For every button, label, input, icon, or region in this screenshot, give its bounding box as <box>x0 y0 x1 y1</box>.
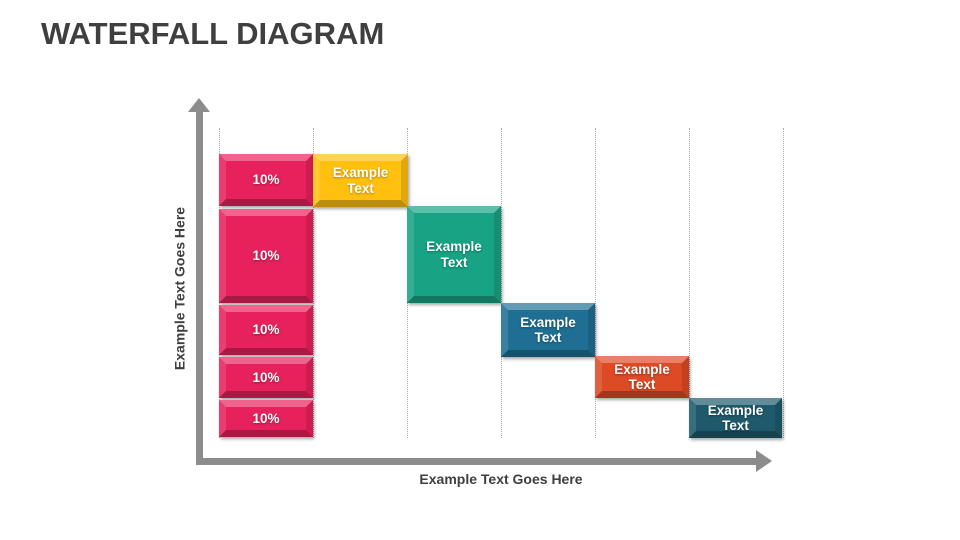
step-block-label: Example Text <box>332 165 389 196</box>
stack-block-label: 10% <box>252 322 280 338</box>
x-axis-label: Example Text Goes Here <box>419 471 583 487</box>
stack-block-label: 10% <box>252 172 280 188</box>
x-axis-arrow-icon <box>756 450 772 472</box>
stack-block-label: 10% <box>252 369 280 385</box>
gridline <box>783 128 784 438</box>
stack-block-5: 10% <box>219 400 313 437</box>
step-block-blue: Example Text <box>501 303 595 357</box>
step-block-yellow: Example Text <box>313 154 408 207</box>
y-axis-line <box>196 111 203 465</box>
y-axis-label: Example Text Goes Here <box>171 206 188 371</box>
stack-block-4: 10% <box>219 357 313 398</box>
step-block-green: Example Text <box>407 206 501 303</box>
x-axis-line <box>196 458 757 465</box>
gridline <box>313 128 314 438</box>
step-block-orange: Example Text <box>595 356 689 398</box>
stack-block-label: 10% <box>252 248 280 264</box>
step-block-label: Example Text <box>426 239 482 270</box>
stack-block-3: 10% <box>219 305 313 355</box>
gridline <box>501 128 502 438</box>
gridline <box>689 128 690 438</box>
slide-title: WATERFALL DIAGRAM <box>41 16 385 51</box>
stack-block-2: 10% <box>219 209 313 303</box>
stack-block-1: 10% <box>219 154 313 206</box>
gridline <box>595 128 596 438</box>
step-block-label: Example Text <box>614 361 670 392</box>
step-block-label: Example Text <box>707 402 764 433</box>
y-axis-arrow-icon <box>188 98 210 112</box>
step-block-label: Example Text <box>520 314 576 345</box>
step-block-dark-teal: Example Text <box>689 398 782 438</box>
stack-block-label: 10% <box>252 410 280 426</box>
